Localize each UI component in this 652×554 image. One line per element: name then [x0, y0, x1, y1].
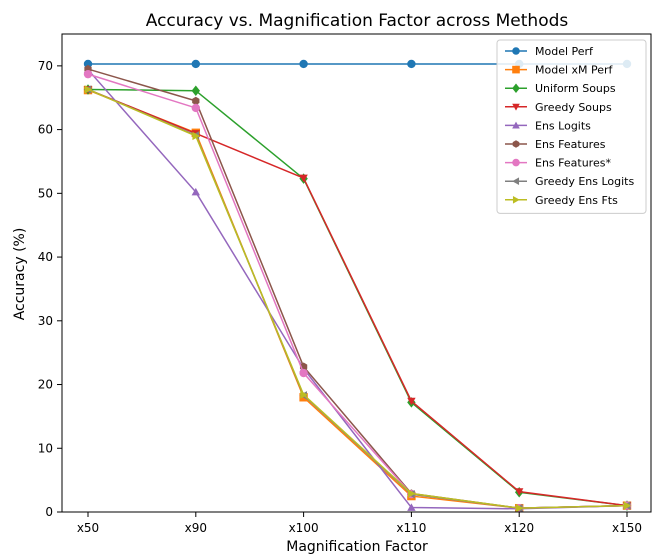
x-tick-label: x120 — [504, 521, 534, 535]
legend-marker — [512, 177, 520, 185]
y-tick-label: 30 — [38, 314, 53, 328]
y-tick-label: 0 — [45, 505, 53, 519]
data-point — [299, 174, 308, 183]
legend-item: Uniform Soups — [505, 82, 616, 95]
x-tick-label: x110 — [396, 521, 426, 535]
data-point — [83, 69, 93, 79]
legend-label: Greedy Ens Logits — [535, 175, 634, 188]
data-point — [192, 96, 200, 106]
legend-marker — [512, 196, 520, 204]
legend-label: Model Perf — [535, 45, 594, 58]
data-point — [191, 59, 200, 69]
legend-label: Ens Logits — [535, 119, 591, 132]
legend-marker — [512, 103, 520, 111]
series-line — [87, 88, 628, 509]
legend-label: Greedy Ens Fts — [535, 194, 618, 207]
x-axis-title: Magnification Factor — [286, 539, 428, 554]
axes-frame — [61, 33, 652, 513]
data-point — [83, 59, 93, 69]
data-point — [192, 131, 200, 141]
legend-label: Ens Features — [535, 138, 606, 151]
plot-area: 0 10 20 30 40 50 60 70 x50 x90 x100 x110 x120 x150 — [38, 33, 652, 535]
data-point — [407, 397, 416, 406]
legend-item: Ens Features — [505, 138, 606, 151]
legend-label: Uniform Soups — [535, 82, 616, 95]
data-point — [191, 187, 200, 196]
x-tick-label: x100 — [289, 521, 319, 535]
series-line — [87, 88, 628, 507]
legend-marker — [512, 158, 520, 167]
y-tick-label: 40 — [38, 250, 53, 264]
data-point — [191, 103, 200, 113]
data-point — [84, 85, 93, 94]
y-tick-label: 50 — [38, 186, 53, 200]
legend-marker — [512, 47, 520, 55]
x-tick-label: x150 — [612, 521, 642, 535]
data-point — [408, 489, 416, 498]
legend-marker — [512, 140, 520, 148]
data-point — [407, 503, 416, 511]
legend-marker — [512, 121, 520, 129]
legend-label: Model xM Perf — [535, 64, 614, 77]
series-9 — [84, 85, 632, 513]
y-axis-title: Accuracy (%) — [12, 228, 28, 321]
y-tick-label: 20 — [38, 378, 53, 392]
legend-label: Greedy Soups — [535, 101, 612, 114]
legend-item: Greedy Soups — [505, 101, 612, 114]
x-tick-label: x90 — [185, 521, 207, 535]
data-point — [300, 390, 308, 399]
y-tick-label: 60 — [38, 123, 53, 137]
y-tick-label: 70 — [38, 59, 53, 73]
legend-label: Ens Features* — [535, 157, 611, 170]
y-tick-label: 10 — [38, 441, 53, 455]
legend: Model Perf Model xM Perf Uniform Soups Gree… — [496, 39, 647, 214]
legend-item: Ens Features* — [505, 157, 611, 170]
legend-item: Model Perf — [505, 45, 594, 58]
legend-item: Ens Logits — [505, 119, 591, 132]
data-point — [515, 503, 524, 513]
legend-marker — [512, 65, 520, 74]
data-point — [623, 501, 632, 510]
x-tick-label: x50 — [77, 521, 99, 535]
data-point — [191, 85, 200, 96]
legend-box — [496, 39, 647, 214]
data-point — [515, 488, 524, 496]
legend-item: Greedy Ens Fts — [505, 194, 618, 207]
data-point — [299, 59, 308, 69]
legend-marker — [512, 83, 520, 93]
chart-title: Accuracy vs. Magnification Factor across… — [146, 11, 569, 31]
legend-item: Greedy Ens Logits — [505, 175, 634, 188]
data-point — [407, 59, 416, 69]
legend-item: Model xM Perf — [505, 64, 614, 77]
data-point — [299, 368, 308, 378]
